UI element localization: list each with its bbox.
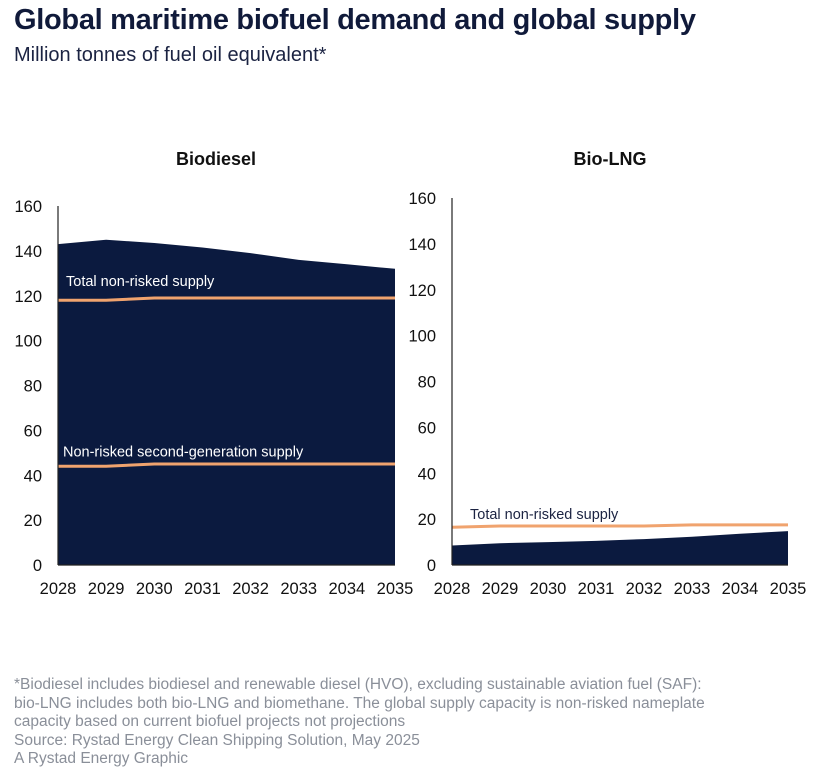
panel-title: Bio-LNG [574, 149, 647, 169]
y-tick-label: 160 [14, 198, 42, 216]
y-tick-label: 60 [24, 422, 42, 440]
y-tick-label: 140 [408, 236, 436, 254]
x-tick-label: 2031 [578, 580, 615, 598]
x-tick-label: 2032 [232, 580, 269, 598]
x-tick-label: 2034 [722, 580, 759, 598]
supply-line [58, 462, 395, 468]
x-tick-label: 2030 [530, 580, 567, 598]
x-tick-label: 2029 [482, 580, 519, 598]
supply-line [451, 523, 788, 529]
y-tick-label: 0 [33, 557, 42, 575]
supply-line [58, 296, 395, 302]
y-tick-label: 120 [14, 288, 42, 306]
y-tick-label: 100 [14, 333, 42, 351]
demand-area [452, 531, 788, 565]
credit-line: A Rystad Energy Graphic [14, 750, 189, 768]
x-tick-label: 2034 [328, 580, 365, 598]
y-tick-label: 20 [24, 512, 42, 530]
page-title: Global maritime biofuel demand and globa… [14, 4, 696, 36]
x-tick-label: 2029 [88, 580, 125, 598]
y-tick-label: 0 [427, 557, 436, 575]
x-tick-label: 2031 [184, 580, 221, 598]
x-tick-label: 2030 [136, 580, 173, 598]
footnote-line: capacity based on current biofuel projec… [14, 713, 406, 731]
series-annotation: Total non-risked supply [66, 274, 215, 290]
y-tick-label: 80 [24, 378, 42, 396]
series-annotation: Non-risked second-generation supply [63, 444, 304, 460]
x-tick-label: 2032 [626, 580, 663, 598]
y-tick-label: 160 [408, 190, 436, 208]
source-line: Source: Rystad Energy Clean Shipping Sol… [14, 731, 420, 749]
panel-title: Biodiesel [176, 149, 256, 169]
x-tick-label: 2035 [770, 580, 807, 598]
x-tick-label: 2033 [674, 580, 711, 598]
y-tick-label: 140 [14, 243, 42, 261]
y-tick-label: 40 [24, 467, 42, 485]
y-tick-label: 100 [408, 328, 436, 346]
y-tick-label: 80 [418, 374, 436, 392]
series-annotation: Total non-risked supply [470, 507, 619, 523]
x-tick-label: 2035 [377, 580, 414, 598]
footnote-line: bio-LNG includes both bio-LNG and biomet… [14, 694, 705, 712]
y-tick-label: 40 [418, 465, 436, 483]
footnote-line: *Biodiesel includes biodiesel and renewa… [14, 676, 702, 693]
x-tick-label: 2028 [434, 580, 471, 598]
page-subtitle: Million tonnes of fuel oil equivalent* [14, 44, 327, 66]
y-tick-label: 20 [418, 511, 436, 529]
y-tick-label: 120 [408, 282, 436, 300]
demand-area [58, 239, 395, 565]
footnotes: *Biodiesel includes biodiesel and renewa… [14, 676, 705, 769]
x-tick-label: 2028 [40, 580, 77, 598]
y-tick-label: 60 [418, 419, 436, 437]
x-tick-label: 2033 [280, 580, 317, 598]
